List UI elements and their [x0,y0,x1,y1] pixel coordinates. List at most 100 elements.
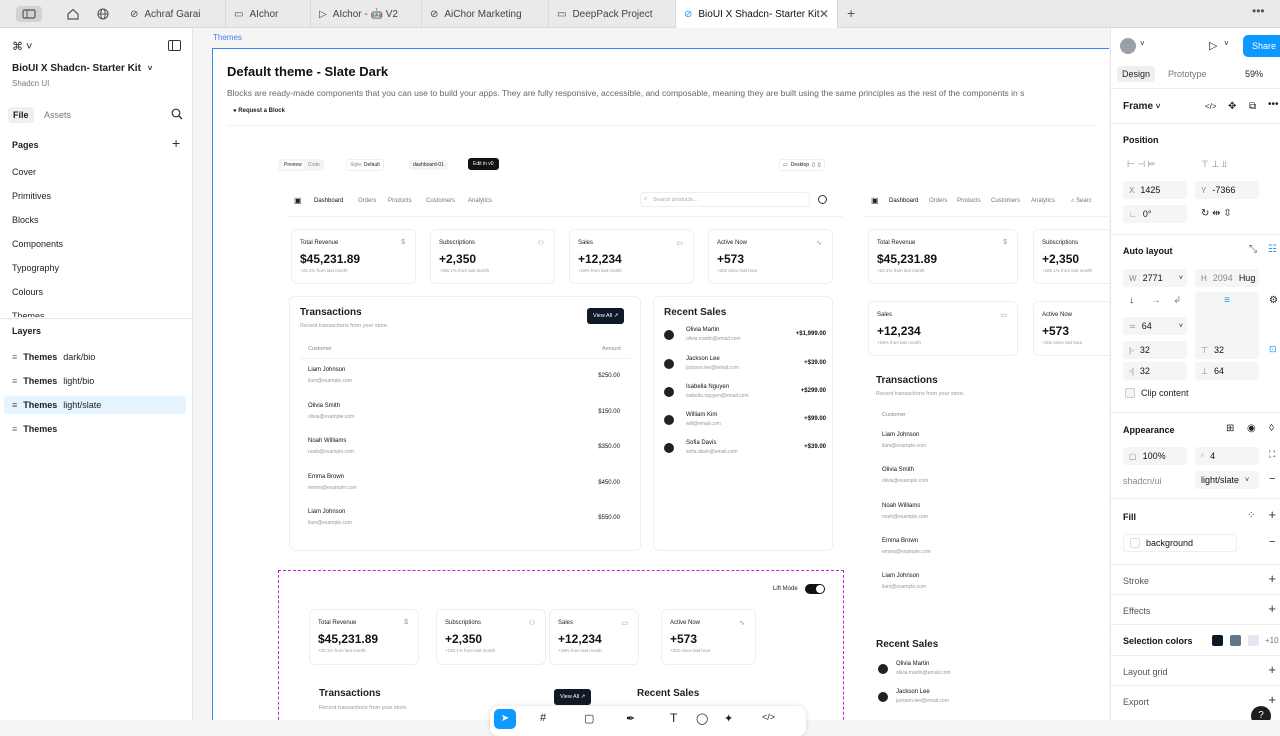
gap-field[interactable]: ≍ 64 ˅ [1123,317,1187,335]
add-page-plus-icon[interactable]: + [172,135,181,151]
list-item[interactable]: Jackson Lee jackson.lee@email.com [876,689,1076,711]
direction-down-icon[interactable]: ↓ [1129,295,1134,306]
add-layout-grid-plus-icon[interactable]: + [1268,662,1276,677]
clip-content-checkbox[interactable] [1125,388,1135,398]
nav-analytics[interactable]: Analytics [1031,198,1056,204]
table-row[interactable]: Liam Johnson liam@example.com $550.00 [308,509,620,526]
layer-row-selected[interactable]: ≡ Themes light/slate [4,396,186,414]
table-row[interactable]: Emma Brown emma@example.com $450.00 [308,474,620,491]
new-tab-plus-icon[interactable]: + [847,5,856,21]
shape-tool-icon[interactable]: ▢ [584,713,595,725]
canvas[interactable]: Themes Default theme - Slate Dark Blocks… [194,28,1109,720]
globe-icon[interactable] [96,7,110,21]
help-icon[interactable]: ? [1251,706,1271,720]
list-item[interactable]: Olivia Martin olivia.martin@email.com +$1,… [664,327,826,351]
x-field[interactable]: X 1425 [1123,181,1187,199]
remove-fill-icon[interactable]: − [1269,536,1276,548]
tab-deeppack[interactable]: ▭ DeepPack Project [549,0,676,28]
nav-orders[interactable]: Orders [358,198,377,204]
nav-customers[interactable]: Customers [426,198,456,204]
width-field[interactable]: W 2771 ˅ [1123,269,1187,287]
nav-dashboard[interactable]: Dashboard [314,198,344,204]
layer-row[interactable]: ≡ Themes dark/bio [12,352,96,362]
layer-row[interactable]: ≡ Themes [12,424,58,434]
style-grid-icon[interactable]: ⁘ [1247,510,1256,521]
page-item-colours[interactable]: Colours [12,287,44,297]
auto-layout-settings-icon[interactable]: ⤡ [1249,244,1257,255]
nav-dashboard[interactable]: Dashboard [889,198,919,204]
page-item-blocks[interactable]: Blocks [12,215,39,225]
text-tool-icon[interactable]: T [670,711,678,725]
color-swatch[interactable] [1212,635,1223,646]
tab-file[interactable]: File [8,107,34,123]
share-button[interactable]: Share [1243,35,1280,57]
page-item-cover[interactable]: Cover [12,167,37,177]
component-icon[interactable]: ✥ [1228,101,1237,112]
more-icon[interactable]: ••• [1268,99,1279,110]
add-export-plus-icon[interactable]: + [1268,692,1276,707]
variable-mode-select[interactable]: light/slate ˅ [1195,471,1259,489]
main-menu-figma-icon[interactable]: ⌘ ˅ [12,41,33,53]
align-top-icon[interactable]: ⊤ ⊥ ⫫ [1201,159,1227,169]
opacity-field[interactable]: ▢ 100% [1123,447,1187,465]
lift-mode-block[interactable]: Lift Mode Total Revenue $ $45,231.89 +20.1%… [278,570,844,720]
actions-tool-icon[interactable]: ✦ [724,713,734,725]
view-all-button[interactable]: View All ↗ [587,308,625,324]
tab-achraf[interactable]: ⊘ Achraf Garai [122,0,226,28]
close-icon[interactable]: ✕ [818,7,829,21]
dev-code-icon[interactable]: </> [1205,102,1217,111]
detach-icon[interactable]: ⧉ [1249,101,1257,112]
fill-variable-field[interactable]: background [1123,534,1237,552]
page-item-components[interactable]: Components [12,239,64,249]
expand-corners-icon[interactable]: ⛶ [1269,449,1276,459]
rotation-field[interactable]: ∟ 0° [1123,205,1187,223]
comment-tool-icon[interactable]: ◯ [696,713,709,725]
nav-orders[interactable]: Orders [929,198,948,204]
present-play-icon[interactable]: ▷ [1209,40,1218,52]
move-tool-icon[interactable]: ➤ [494,709,516,729]
padding-top-field[interactable]: ⊤ 32 [1195,341,1259,359]
preview-code-toggle[interactable]: Preview Code [278,159,324,171]
tab-aichor-v2[interactable]: ▷ AIchor - 🤖 V2 [311,0,422,28]
lift-mode-toggle[interactable] [805,584,825,594]
nav-analytics[interactable]: Analytics [468,198,493,204]
user-avatar-icon[interactable] [818,195,827,204]
rotate-flip-icon[interactable]: ↻ ⇹ ⇳ [1201,208,1232,219]
individual-padding-icon[interactable]: ⊡ [1269,344,1277,354]
color-swatch[interactable] [1230,635,1241,646]
dev-mode-icon[interactable]: </> [762,712,776,722]
chevron-down-icon[interactable]: ˅ [1224,39,1229,48]
list-item[interactable]: Isabella Nguyen isabella.nguyen@email.com… [664,384,826,408]
table-row[interactable]: Liam Johnson liam@example.com $250.00 [308,367,620,384]
blend-mode-icon[interactable]: ◊ [1269,423,1274,434]
tab-assets[interactable]: Assets [44,110,72,120]
search-icon[interactable] [171,108,183,120]
direction-right-icon[interactable]: → [1151,295,1161,306]
y-field[interactable]: Y -7366 [1195,181,1259,199]
list-item[interactable]: William Kim will@email.com +$99.00 [664,412,826,436]
more-icon[interactable]: ••• [1252,4,1265,18]
eye-icon[interactable]: ◉ [1247,423,1256,434]
home-icon[interactable] [66,7,80,21]
color-swatch[interactable] [1248,635,1259,646]
padding-left-field[interactable]: |▫ 32 [1123,341,1187,359]
padding-bottom-field[interactable]: ⊥ 64 [1195,362,1259,380]
add-fill-plus-icon[interactable]: + [1268,507,1276,522]
style-select[interactable]: Style: Default [346,159,384,171]
frame-select[interactable]: Frame ˅ [1123,101,1161,112]
wrap-icon[interactable]: ↲ [1173,295,1182,306]
chevron-down-icon[interactable]: ˅ [1140,39,1145,48]
layer-row[interactable]: ≡ Themes light/bio [12,376,95,386]
themes-frame[interactable]: Default theme - Slate Dark Blocks are re… [212,48,1109,720]
pen-tool-icon[interactable]: ✒ [626,713,636,725]
add-effect-plus-icon[interactable]: + [1268,601,1276,616]
list-item[interactable]: Olivia Martin olivia.martin@email.com [876,661,1076,683]
tab-aichor-marketing[interactable]: ⊘ AiChor Marketing [422,0,549,28]
corner-radius-field[interactable]: ◜ 4 [1195,447,1259,465]
padding-right-field[interactable]: ▫| 32 [1123,362,1187,380]
nav-products[interactable]: Products [957,198,981,204]
file-title[interactable]: BioUI X Shadcn- Starter Kit ˅ [12,63,153,74]
variable-mode-icon[interactable]: ⊞ [1226,423,1235,434]
nav-customers[interactable]: Customers [991,198,1021,204]
table-row[interactable]: Noah Williams noah@example.com $350.00 [308,438,620,455]
